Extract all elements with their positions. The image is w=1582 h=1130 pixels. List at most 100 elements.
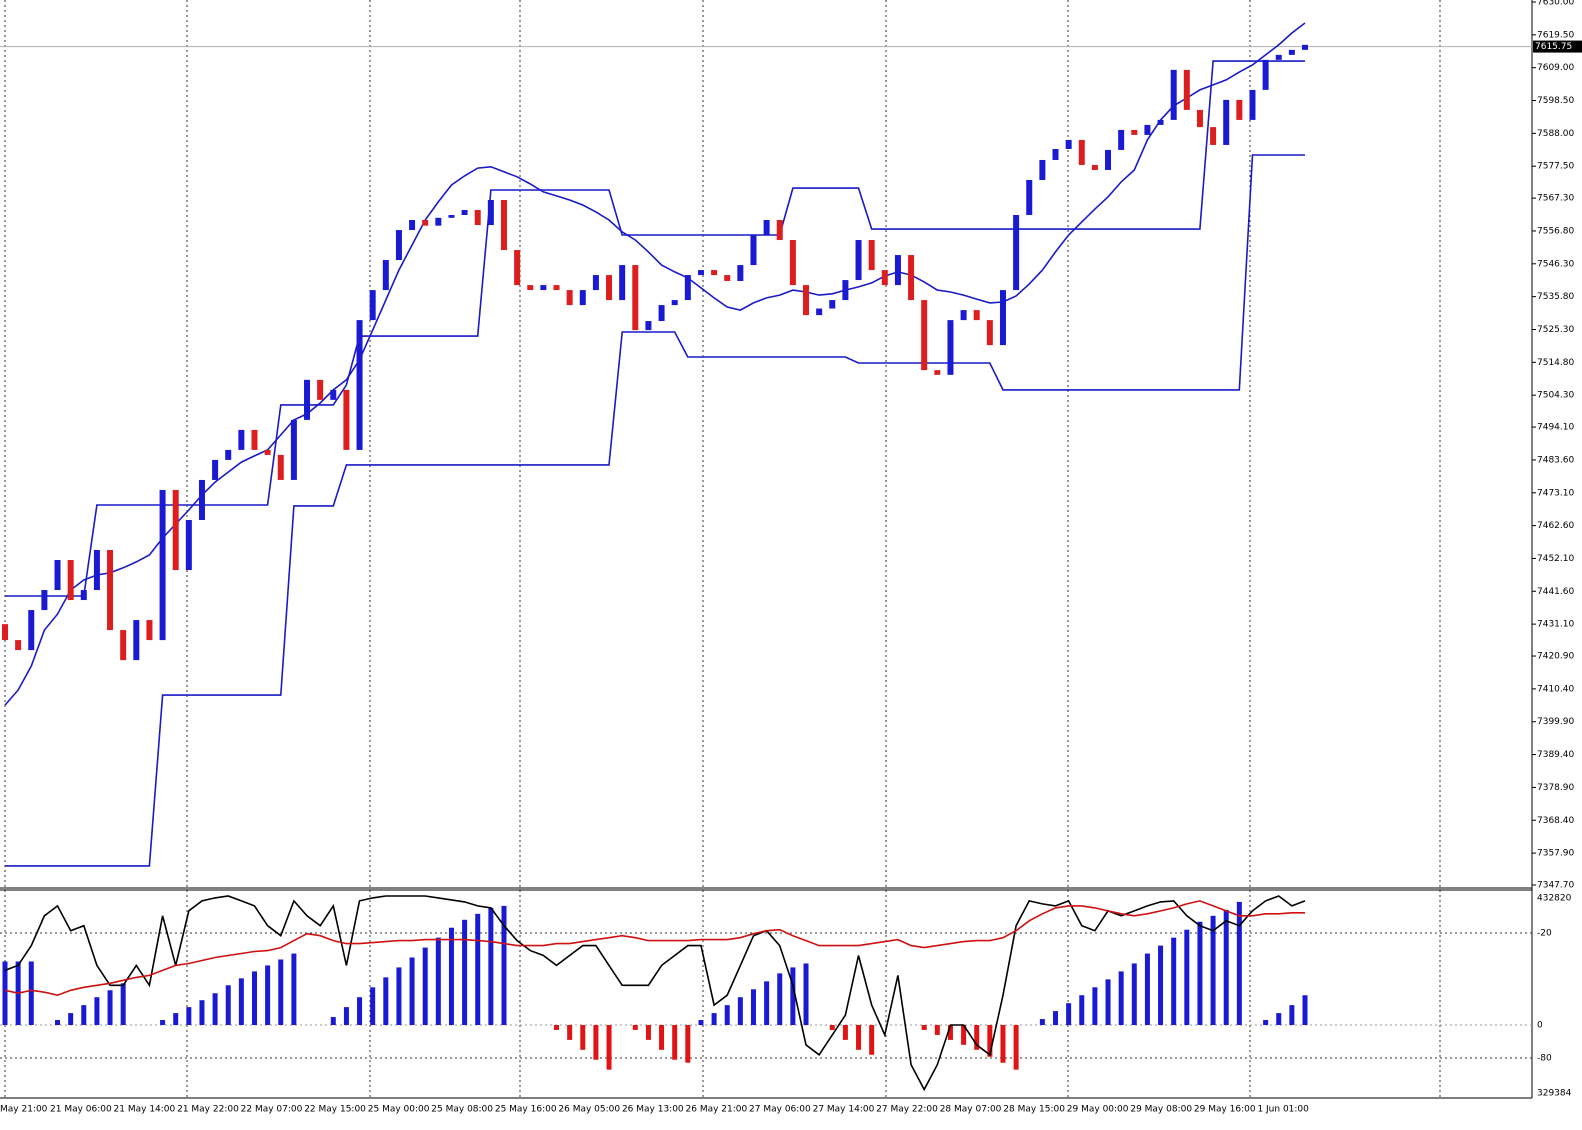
y-tick-label: 7452.10 <box>1537 554 1574 564</box>
candle <box>146 620 153 641</box>
histogram-bar <box>737 997 743 1025</box>
indicator-axis-label: 0 <box>1537 1021 1543 1031</box>
histogram-bar <box>1105 979 1111 1025</box>
histogram-bar <box>343 1007 349 1025</box>
histogram-bar <box>265 965 271 1025</box>
histogram-bar <box>1131 963 1137 1025</box>
histogram-bar <box>974 1025 980 1050</box>
oscillator-line <box>4 895 1306 1092</box>
x-tick-label: 22 May 15:00 <box>304 1105 366 1115</box>
candle <box>1210 127 1217 145</box>
candle <box>986 320 993 346</box>
histogram-bar <box>488 907 494 1025</box>
candle <box>15 640 22 651</box>
x-tick-label: 27 May 14:00 <box>813 1105 875 1115</box>
histogram-bar <box>1171 937 1177 1025</box>
histogram-bar <box>1289 1005 1295 1025</box>
candle <box>750 235 757 266</box>
histogram-bar <box>856 1025 862 1050</box>
candle <box>553 285 560 291</box>
y-tick-label: 7494.10 <box>1537 423 1574 433</box>
candle <box>999 290 1006 346</box>
candle <box>330 389 337 400</box>
candle <box>343 389 350 450</box>
histogram-bar <box>251 971 257 1025</box>
histogram-bar <box>829 1025 835 1030</box>
candle <box>1013 215 1020 291</box>
histogram-bar <box>1263 1020 1269 1025</box>
candle <box>382 260 389 291</box>
indicator-axis-label: -80 <box>1537 1054 1552 1064</box>
histogram-bar <box>698 1020 704 1025</box>
x-tick-label: 29 May 16:00 <box>1194 1105 1256 1115</box>
candle <box>1091 164 1098 170</box>
candle <box>448 215 455 218</box>
y-tick-label: 7462.60 <box>1537 521 1574 531</box>
histogram-bar <box>934 1025 940 1035</box>
histogram-bar <box>28 961 34 1025</box>
indicator-line <box>5 154 1305 867</box>
histogram-bar <box>225 985 231 1025</box>
histogram-bar <box>357 997 363 1025</box>
x-tick-label: 1 Jun 01:00 <box>1257 1105 1309 1115</box>
histogram-bar <box>330 1017 336 1025</box>
histogram-bar <box>409 957 415 1025</box>
candle <box>409 220 416 231</box>
histogram-bar <box>1210 915 1216 1025</box>
y-tick-label: 7514.80 <box>1537 358 1574 368</box>
current-price-label: 7615.75 <box>1535 42 1572 52</box>
candle <box>514 250 521 286</box>
oscillator-line <box>4 900 1305 997</box>
y-tick-label: 7525.30 <box>1537 325 1574 335</box>
candle <box>1131 129 1138 135</box>
histogram-bar <box>396 967 402 1025</box>
candle <box>290 419 297 480</box>
histogram-bar <box>750 989 756 1025</box>
histogram-bar <box>580 1025 586 1050</box>
histogram-bar <box>869 1025 875 1055</box>
histogram-bar <box>777 973 783 1025</box>
candle <box>855 240 862 281</box>
histogram-bar <box>238 978 244 1025</box>
candle <box>304 379 311 420</box>
candle <box>947 320 954 375</box>
histogram-bar <box>921 1025 927 1030</box>
candle <box>54 560 61 591</box>
candle <box>934 370 941 375</box>
candle <box>973 310 980 321</box>
candle <box>908 255 915 301</box>
histogram-bar <box>501 905 507 1025</box>
candle <box>172 489 179 571</box>
candle <box>697 270 704 276</box>
candle <box>1052 149 1059 160</box>
histogram-bar <box>160 1020 166 1025</box>
candle <box>658 305 665 322</box>
histogram-bar <box>383 977 389 1025</box>
histogram-bar <box>1184 929 1190 1025</box>
candle <box>107 550 114 631</box>
y-tick-label: 7504.30 <box>1537 391 1574 401</box>
y-tick-label: 7399.90 <box>1537 717 1574 727</box>
candle <box>251 429 258 450</box>
candle <box>1262 59 1269 90</box>
candle <box>369 290 376 321</box>
y-tick-label: 7567.30 <box>1537 194 1574 204</box>
candle <box>1170 69 1177 120</box>
candle <box>803 285 810 316</box>
y-tick-label: 7630.00 <box>1537 0 1574 8</box>
histogram-bar <box>961 1025 967 1045</box>
y-tick-label: 7420.90 <box>1537 652 1574 662</box>
histogram-bar <box>1092 987 1098 1025</box>
y-tick-label: 7347.70 <box>1537 881 1574 891</box>
candle <box>356 320 363 450</box>
histogram-bar <box>1236 901 1242 1025</box>
candle <box>1026 179 1033 216</box>
histogram-bar <box>81 1005 87 1025</box>
current-price-tag <box>1533 40 1582 53</box>
candle <box>264 449 271 455</box>
y-tick-label: 7483.60 <box>1537 455 1574 465</box>
histogram-bar <box>724 1005 730 1025</box>
candle <box>487 199 494 226</box>
histogram-bar <box>1013 1025 1019 1070</box>
